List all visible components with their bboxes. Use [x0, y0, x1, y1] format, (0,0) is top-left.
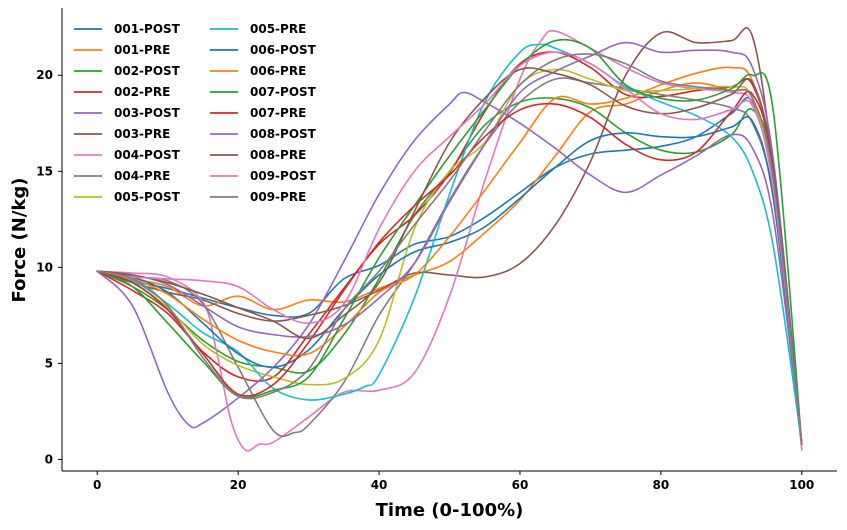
y-tick-label: 15: [36, 164, 53, 178]
legend-label: 005-POST: [114, 190, 181, 204]
x-tick-label: 80: [653, 478, 670, 492]
legend-label: 009-POST: [250, 169, 317, 183]
legend-label: 003-PRE: [114, 127, 170, 141]
y-axis-label: Force (N/kg): [9, 178, 30, 303]
series-line-005-post: [96, 68, 803, 445]
series-line-002-pre: [96, 51, 803, 445]
axes: [61, 8, 837, 472]
x-tick-label: 100: [789, 478, 814, 492]
series-line-008-post: [96, 41, 803, 445]
legend-label: 004-POST: [114, 148, 181, 162]
legend-label: 008-PRE: [250, 148, 306, 162]
x-axis-label: Time (0-100%): [376, 500, 524, 521]
series-line-007-pre: [96, 90, 803, 445]
series-line-006-pre: [96, 66, 803, 445]
series-line-006-post: [96, 115, 803, 445]
legend-label: 001-POST: [114, 22, 181, 36]
legend-label: 007-PRE: [250, 106, 306, 120]
series-line-003-pre: [96, 27, 803, 445]
y-tick-label: 5: [45, 356, 53, 370]
y-tick-label: 20: [36, 68, 53, 82]
series-line-002-post: [96, 97, 803, 445]
legend-label: 003-POST: [114, 106, 181, 120]
series-line-005-pre: [96, 43, 803, 445]
legend-label: 004-PRE: [114, 169, 170, 183]
legend-label: 002-PRE: [114, 85, 170, 99]
y-tick-label: 0: [45, 452, 53, 466]
x-tick-label: 20: [230, 478, 247, 492]
x-tick-label: 40: [371, 478, 388, 492]
y-ticks: 0 5 10 15 20: [36, 68, 62, 466]
series-line-004-post: [96, 30, 803, 452]
legend-label: 009-PRE: [250, 190, 306, 204]
x-tick-label: 0: [93, 478, 101, 492]
x-tick-label: 60: [512, 478, 529, 492]
legend-label: 002-POST: [114, 64, 181, 78]
plot-lines: [96, 27, 803, 452]
series-line-008-pre: [96, 67, 803, 445]
series-line-001-post: [96, 96, 803, 445]
series-line-009-post: [96, 51, 803, 445]
legend-label: 006-PRE: [250, 64, 306, 78]
legend-label: 006-POST: [250, 43, 317, 57]
legend-label: 001-PRE: [114, 43, 170, 57]
x-ticks: 0 20 40 60 80 100: [93, 471, 814, 492]
legend-label: 005-PRE: [250, 22, 306, 36]
series-line-003-post: [96, 91, 803, 445]
series-line-009-pre: [96, 53, 803, 445]
y-tick-label: 10: [36, 260, 53, 274]
legend-label: 007-POST: [250, 85, 317, 99]
legend-label: 008-POST: [250, 127, 317, 141]
legend: 001-POST 001-PRE 002-POST 002-PRE 003-POST 00…: [74, 22, 317, 204]
series-line-004-pre: [96, 77, 803, 445]
